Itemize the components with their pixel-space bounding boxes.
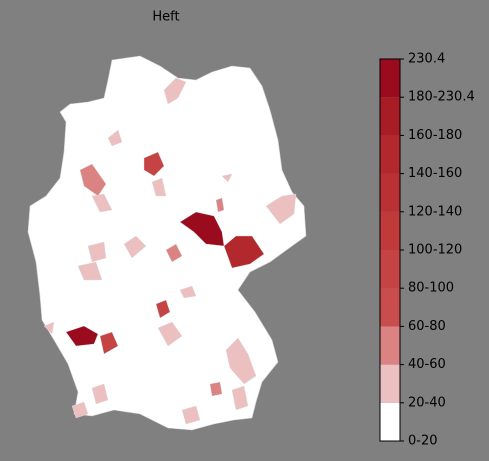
region <box>163 77 187 105</box>
colorbar-tick-label: 60-80 <box>408 319 446 334</box>
region <box>265 193 297 225</box>
highlighted-regions <box>43 77 297 425</box>
colorbar-segment <box>380 173 400 212</box>
colorbar: 0-20 20-40 40-60 60-80 80-100 100-120 120-140 1… <box>379 52 475 449</box>
colorbar-segment <box>380 364 400 403</box>
region <box>179 211 225 247</box>
region <box>91 193 113 213</box>
region <box>123 235 147 259</box>
region <box>215 197 225 213</box>
region <box>99 331 119 355</box>
colorbar-segment <box>380 135 400 174</box>
colorbar-segment <box>380 211 400 250</box>
region <box>143 151 165 177</box>
colorbar-segment <box>380 250 400 289</box>
colorbar-tick-label: 160-180 <box>408 128 462 143</box>
germany-map <box>27 55 307 431</box>
region <box>77 261 103 281</box>
region <box>43 321 55 335</box>
region <box>65 325 99 347</box>
colorbar-tick-label: 120-140 <box>408 204 462 219</box>
region <box>231 385 249 411</box>
region <box>225 337 257 385</box>
colorbar-tick-label: 40-60 <box>408 357 446 372</box>
region <box>91 383 109 405</box>
colorbar-tick-label: 80-100 <box>408 281 454 296</box>
country-outline <box>27 55 307 431</box>
region <box>209 381 223 397</box>
colorbar-segment <box>380 402 400 441</box>
colorbar-tick-label: 180-230.4 <box>408 90 475 105</box>
region <box>165 243 183 263</box>
region <box>181 405 201 425</box>
region <box>151 177 167 197</box>
region <box>157 321 183 347</box>
map-title: Heft <box>152 10 179 25</box>
region <box>179 285 197 299</box>
region <box>107 129 123 147</box>
region <box>155 299 171 319</box>
colorbar-tick-label: 20-40 <box>408 395 446 410</box>
region <box>223 235 265 269</box>
colorbar-segment <box>380 97 400 136</box>
colorbar-tick-label: 140-160 <box>408 166 462 181</box>
colorbar-segment <box>380 288 400 327</box>
region <box>79 163 107 197</box>
colorbar-segment <box>380 326 400 365</box>
colorbar-tick-label: 230.4 <box>408 52 445 67</box>
colorbar-tick-label: 0-20 <box>408 434 438 449</box>
region <box>87 241 107 263</box>
colorbar-tick-label: 100-120 <box>408 243 462 258</box>
region <box>221 173 233 183</box>
colorbar-segment <box>380 59 400 98</box>
region <box>71 401 89 419</box>
